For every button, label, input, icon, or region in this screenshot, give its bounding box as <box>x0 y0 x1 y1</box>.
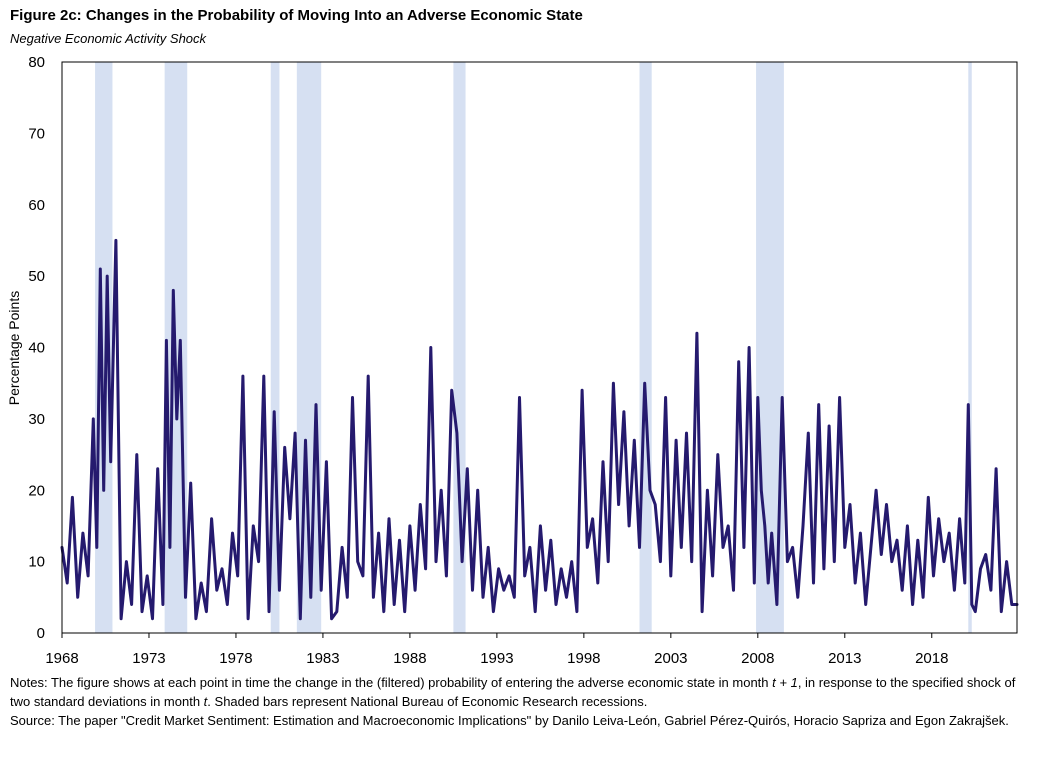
recession-bar-2 <box>270 62 280 633</box>
y-tick-label: 70 <box>28 125 45 142</box>
notes-t-plus-1: t + 1 <box>772 675 798 690</box>
y-tick-label: 30 <box>28 411 45 428</box>
chart-subtitle: Negative Economic Activity Shock <box>10 31 207 46</box>
plot-frame <box>61 61 1018 634</box>
y-tick-label: 60 <box>28 197 45 214</box>
recession-bar-4 <box>453 62 466 633</box>
series-line-0 <box>60 238 1019 621</box>
y-tick-label: 50 <box>28 268 45 285</box>
notes-t: t <box>203 694 208 709</box>
y-tick-label: 40 <box>28 340 45 357</box>
x-tick-label: 2008 <box>741 650 774 665</box>
chart-title: Figure 2c: Changes in the Probability of… <box>10 7 583 24</box>
x-tick-label: 1983 <box>306 650 339 665</box>
recession-bar-7 <box>968 62 972 633</box>
y-axis-ticks: 0 10 20 30 40 50 60 70 80 <box>28 54 45 642</box>
notes-mid: , in response to the specified shock of … <box>10 675 1016 709</box>
y-tick-label: 80 <box>28 54 45 71</box>
recession-bar-5 <box>639 62 652 633</box>
x-tick-label: 2013 <box>828 650 861 665</box>
plot-border <box>61 61 1018 634</box>
recession-bar-0 <box>95 62 113 633</box>
x-tick-label: 2018 <box>915 650 948 665</box>
x-tick-label: 1993 <box>480 650 513 665</box>
notes-block: Notes: The figure shows at each point in… <box>10 673 1035 730</box>
notes-text: Notes: The figure shows at each point in… <box>10 673 1035 711</box>
y-tick-label: 20 <box>28 482 45 499</box>
y-tick-label: 0 <box>37 625 45 642</box>
series-line-group <box>60 238 1019 621</box>
y-tick-label: 10 <box>28 554 45 571</box>
y-axis-label: Percentage Points <box>6 291 22 405</box>
recession-bars <box>95 62 972 633</box>
x-axis-ticks: 1968 1973 1978 1983 1988 1993 1998 2003 2008 2013… <box>45 633 948 665</box>
source-text: Source: The paper "Credit Market Sentime… <box>10 713 1009 728</box>
notes-suffix: . Shaded bars represent National Bureau … <box>207 694 648 709</box>
x-tick-label: 1998 <box>567 650 600 665</box>
x-tick-label: 1988 <box>393 650 426 665</box>
x-tick-label: 1968 <box>45 650 78 665</box>
x-tick-label: 2003 <box>654 650 687 665</box>
x-tick-label: 1978 <box>219 650 252 665</box>
notes-prefix: Notes: The figure shows at each point in… <box>10 675 773 690</box>
x-tick-label: 1973 <box>132 650 165 665</box>
